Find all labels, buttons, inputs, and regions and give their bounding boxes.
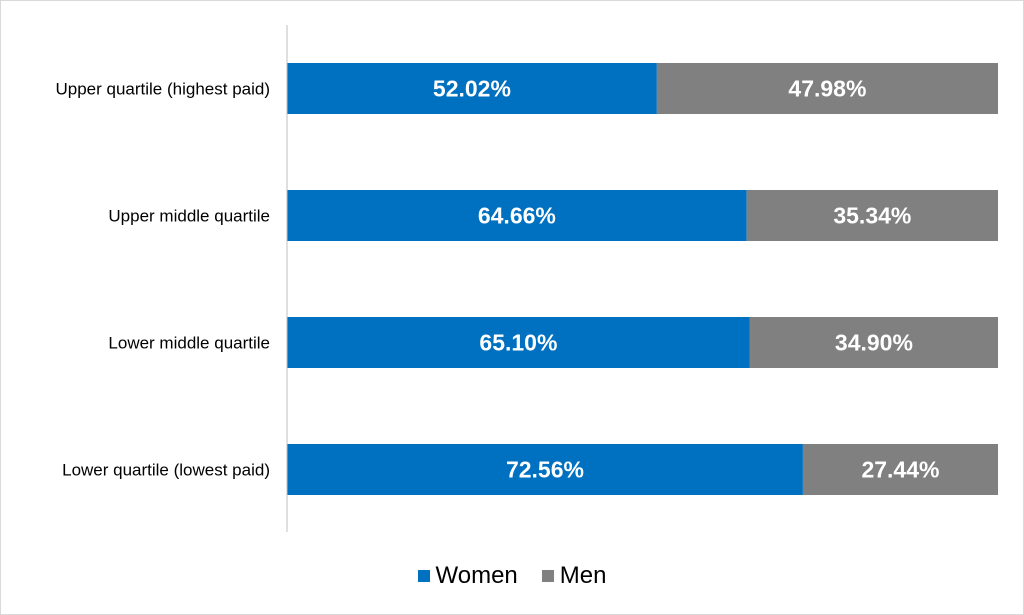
bar-men-0 [656, 63, 998, 114]
bar-men-2 [749, 317, 998, 368]
legend-label-women: Women [435, 562, 518, 589]
category-label-2: Lower middle quartile [108, 334, 270, 353]
data-label-women-0: 52.02% [433, 76, 511, 102]
legend-label-men: Men [559, 562, 607, 589]
category-label-3: Lower quartile (lowest paid) [62, 461, 270, 480]
legend-swatch-men [541, 570, 554, 582]
legend-item-men: Men [541, 562, 607, 590]
bar-women-3 [287, 444, 803, 495]
data-label-men-3: 27.44% [861, 457, 939, 483]
bar-women-0 [287, 63, 657, 114]
legend-swatch-women [417, 570, 430, 582]
bar-men-1 [746, 190, 998, 241]
data-label-men-1: 35.34% [833, 203, 911, 229]
data-label-women-1: 64.66% [478, 203, 556, 229]
bar-women-2 [287, 317, 750, 368]
category-label-1: Upper middle quartile [108, 207, 270, 226]
data-label-men-2: 34.90% [835, 330, 913, 356]
data-label-women-2: 65.10% [479, 330, 557, 356]
bar-women-1 [287, 190, 747, 241]
bar-men-3 [802, 444, 998, 495]
data-label-women-3: 72.56% [506, 457, 584, 483]
legend-item-women: Women [417, 562, 518, 590]
data-label-men-0: 47.98% [788, 76, 866, 102]
legend: Women Men [0, 562, 1024, 590]
category-label-0: Upper quartile (highest paid) [55, 80, 270, 99]
